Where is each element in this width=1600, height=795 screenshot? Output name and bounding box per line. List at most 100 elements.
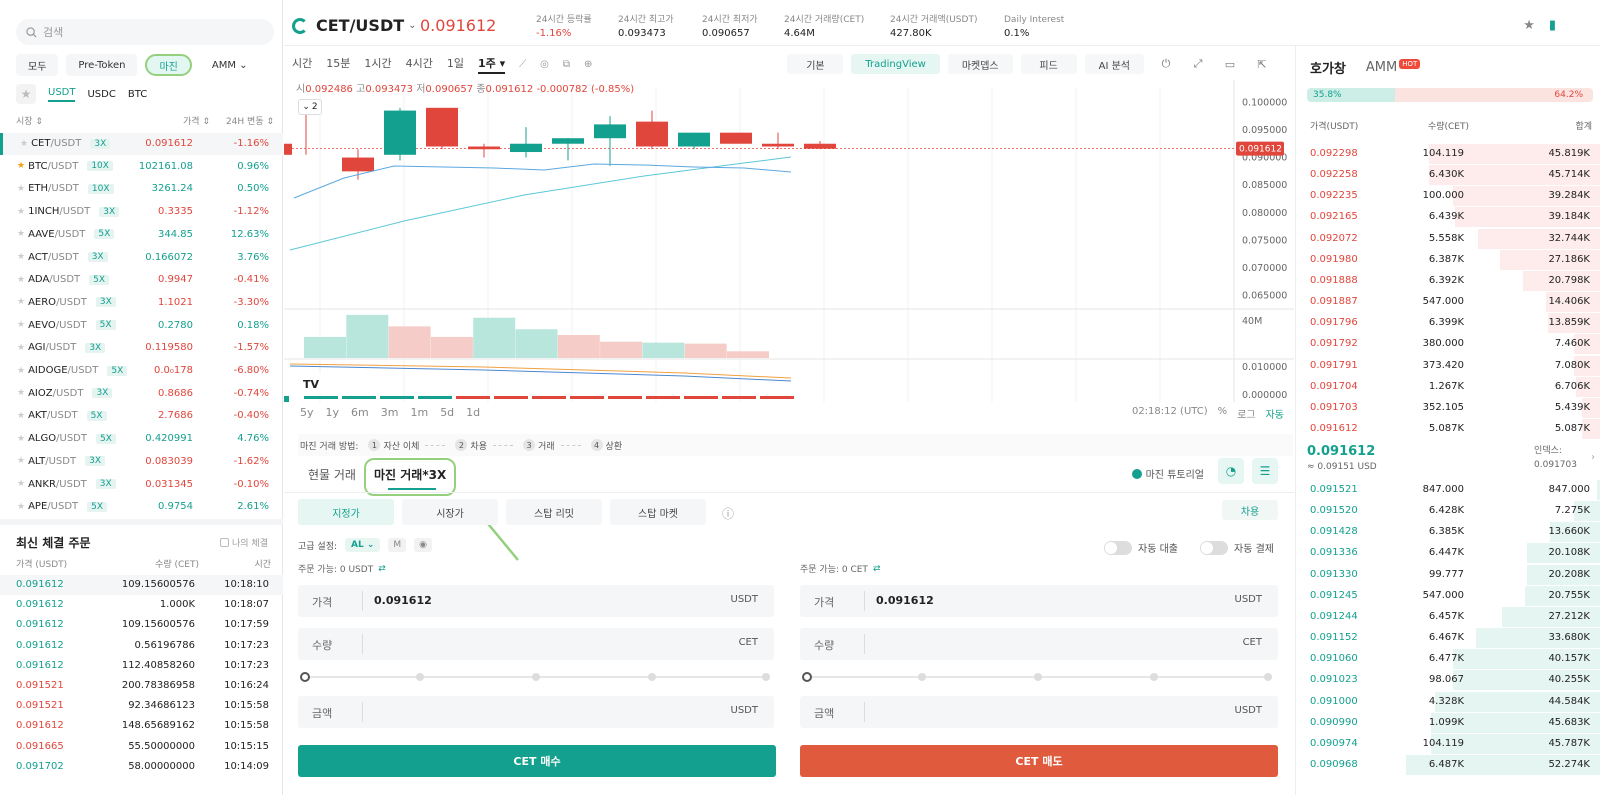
tab-order-book[interactable]: 호가창	[1310, 62, 1346, 77]
search-input[interactable]: 검색	[16, 19, 274, 45]
m-button[interactable]: M	[388, 538, 407, 552]
timeframe-5[interactable]: 1주 ▾	[478, 55, 506, 74]
tab-amm[interactable]: AMM HOT	[1366, 59, 1421, 75]
ask-row[interactable]: 0.091980 6.387K 27.186K	[1296, 249, 1600, 271]
bid-row[interactable]: 0.091330 99.777 20.208K	[1296, 564, 1600, 586]
favorite-star-icon[interactable]: ★	[17, 161, 26, 172]
timeframe-4[interactable]: 1일	[446, 56, 464, 70]
bid-row[interactable]: 0.090974 104.119 45.787K	[1296, 733, 1600, 755]
layout-icon[interactable]: ▭	[1224, 57, 1236, 71]
share-icon[interactable]: ⇱	[1257, 57, 1267, 71]
bid-row[interactable]: 0.091060 6.477K 40.157K	[1296, 649, 1600, 670]
buy-amount-field[interactable]: 금액 USDT	[298, 696, 774, 728]
category-tab-pretoken[interactable]: Pre-Token	[66, 54, 138, 76]
range-1d[interactable]: 1d	[466, 406, 481, 419]
ask-row[interactable]: 0.091703 352.105 5.439K	[1296, 397, 1600, 419]
bid-row[interactable]: 0.091245 547.000 20.755K	[1296, 585, 1600, 607]
margin-tutorial-link[interactable]: 마진 튜토리얼	[1131, 466, 1204, 481]
bid-row[interactable]: 0.091428 6.385K 13.660K	[1296, 522, 1600, 543]
notebook-icon[interactable]: ▮	[1548, 18, 1556, 33]
bid-row[interactable]: 0.091244 6.457K 27.212K	[1296, 606, 1600, 628]
ask-row[interactable]: 0.091792 380.000 7.460K	[1296, 334, 1600, 355]
favorite-star-icon[interactable]: ★	[17, 479, 26, 489]
compare-icon[interactable]: ⧉	[562, 58, 570, 70]
ask-row[interactable]: 0.091887 547.000 14.406K	[1296, 292, 1600, 313]
scroll-handle[interactable]	[284, 396, 289, 402]
range-5d[interactable]: 5d	[440, 406, 455, 419]
buy-button[interactable]: CET 매수	[298, 745, 776, 777]
transfer-icon[interactable]: ⇄	[378, 563, 386, 574]
ask-row[interactable]: 0.091791 373.420 7.080K	[1296, 355, 1600, 377]
bid-row[interactable]: 0.090968 6.487K 52.274K	[1296, 754, 1600, 776]
favorite-star-icon[interactable]: ★	[1523, 18, 1535, 33]
pair-selector[interactable]: CET/USDT ⌄	[316, 16, 417, 35]
timeframe-0[interactable]: 시간	[292, 56, 313, 70]
market-row[interactable]: ★ ALT/USDT 3X 0.083039 -1.62%	[0, 451, 283, 473]
ask-row[interactable]: 0.092165 6.439K 39.184K	[1296, 207, 1600, 228]
range-1y[interactable]: 1y	[325, 406, 340, 419]
market-row[interactable]: ★ 1INCH/USDT 3X 0.3335 -1.12%	[0, 201, 283, 223]
eye-icon[interactable]: ◉	[414, 538, 433, 552]
market-row[interactable]: ★ ETH/USDT 10X 3261.24 0.50%	[0, 178, 283, 200]
bid-row[interactable]: 0.091152 6.467K 33.680K	[1296, 628, 1600, 649]
sell-amount-slider[interactable]	[802, 672, 1272, 682]
add-icon[interactable]: ⊕	[584, 58, 593, 70]
bid-row[interactable]: 0.090990 1.099K 45.683K	[1296, 712, 1600, 734]
scale-percent[interactable]: %	[1217, 406, 1228, 417]
pie-chart-icon[interactable]: ◔	[1218, 458, 1244, 484]
auto-repay-toggle[interactable]: 자동 결제	[1200, 540, 1274, 555]
ask-row[interactable]: 0.091796 6.399K 13.859K	[1296, 313, 1600, 334]
market-row[interactable]: ★ BTC/USDT 10X 102161.08 0.96%	[0, 156, 283, 178]
favorite-star-icon[interactable]: ★	[20, 138, 29, 149]
favorite-star-icon[interactable]: ★	[17, 456, 26, 467]
view-4[interactable]: AI 분석	[1084, 54, 1144, 74]
scale-log[interactable]: 로그	[1237, 410, 1256, 421]
category-tab-all[interactable]: 모두	[16, 54, 59, 76]
bid-row[interactable]: 0.091520 6.428K 7.275K	[1296, 501, 1600, 522]
range-1m[interactable]: 1m	[410, 406, 429, 419]
market-row[interactable]: ★ AAVE/USDT 5X 344.85 12.63%	[0, 224, 283, 246]
view-0[interactable]: 기본	[787, 54, 844, 74]
category-tab-margin[interactable]: 마진	[145, 54, 192, 76]
favorite-star-icon[interactable]: ★	[17, 183, 26, 194]
fullscreen-icon[interactable]: ⤢	[1193, 57, 1203, 70]
ask-row[interactable]: 0.091888 6.392K 20.798K	[1296, 270, 1600, 292]
buy-qty-field[interactable]: 수량 CET	[298, 628, 774, 660]
market-row[interactable]: ★ CET/USDT 3X 0.091612 -1.16%	[0, 133, 283, 155]
ask-row[interactable]: 0.092298 104.119 45.819K	[1296, 144, 1600, 165]
sell-price-field[interactable]: 가격 0.091612 USDT	[800, 585, 1278, 617]
ask-row[interactable]: 0.091612 5.087K 5.087K	[1296, 418, 1600, 440]
market-row[interactable]: ★ AGI/USDT 3X 0.119580 -1.57%	[0, 337, 283, 359]
chart-type-icon[interactable]: ⟋	[519, 58, 527, 70]
tab-spot-trading[interactable]: 현물 거래	[308, 468, 356, 482]
favorite-star-icon[interactable]: ★	[17, 229, 26, 240]
range-6m[interactable]: 6m	[351, 406, 369, 419]
market-row[interactable]: ★ ADA/USDT 5X 0.9947 -0.41%	[0, 269, 283, 291]
favorite-star-icon[interactable]: ★	[17, 320, 26, 331]
bid-row[interactable]: 0.091023 98.067 40.255K	[1296, 670, 1600, 691]
settings-sliders-icon[interactable]: ☰	[1252, 458, 1278, 484]
favorite-star-icon[interactable]: ★	[17, 388, 26, 399]
quote-tab-usdt[interactable]: USDT	[48, 87, 76, 102]
order-type-limit[interactable]: 지정가	[298, 499, 394, 525]
order-type-stop-limit[interactable]: 스탑 리밋	[506, 499, 602, 525]
favorite-star-icon[interactable]: ★	[17, 433, 26, 444]
market-row[interactable]: ★ APE/USDT 5X 0.9754 2.61%	[0, 496, 283, 518]
range-5y[interactable]: 5y	[300, 406, 314, 419]
view-1[interactable]: TradingView	[851, 54, 940, 74]
favorite-star-icon[interactable]: ★	[17, 274, 26, 285]
price-chart[interactable]: 0.100000 0.095000 0.090000 0.085000 0.080000…	[284, 80, 1294, 402]
my-trades-checkbox[interactable]: 나의 체결	[220, 536, 268, 549]
category-tab-amm[interactable]: AMM ⌄	[211, 59, 248, 71]
timeframe-3[interactable]: 4시간	[405, 56, 433, 70]
market-row[interactable]: ★ AEVO/USDT 5X 0.2780 0.18%	[0, 315, 283, 337]
scale-auto[interactable]: 자동	[1265, 410, 1284, 421]
auto-borrow-toggle[interactable]: 자동 대출	[1104, 540, 1178, 555]
favorite-star-icon[interactable]: ★	[17, 297, 26, 308]
transfer-icon[interactable]: ⇄	[872, 563, 881, 574]
slider-handle[interactable]	[300, 672, 310, 682]
indicator-toggle[interactable]: ⌄ 2	[298, 99, 322, 115]
mid-price-row[interactable]: 0.091612 ≈ 0.09151 USD 인덱스: 0.091703 ›	[1296, 438, 1600, 478]
ask-row[interactable]: 0.092072 5.558K 32.744K	[1296, 228, 1600, 250]
change-col-header[interactable]: 24H 변동 ⇕	[225, 117, 274, 127]
